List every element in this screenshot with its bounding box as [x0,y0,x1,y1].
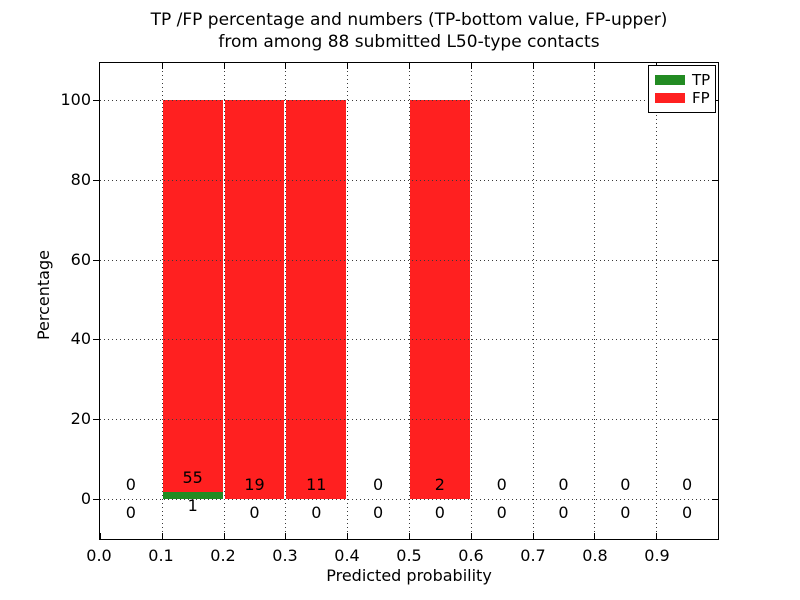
x-tick-label: 0.7 [520,546,546,565]
v-gridline [656,63,658,539]
plot-area: 0 0 55 1 19 0 11 0 0 0 2 0 0 0 0 0 0 0 0 0 TP FP [99,62,719,540]
x-tick-bottom [470,533,472,539]
fp-count-label: 0 [125,475,136,495]
x-tick-top [470,63,472,69]
fp-count-label: 0 [373,475,384,495]
fp-bar [162,100,223,492]
plot-canvas: 0 0 55 1 19 0 11 0 0 0 2 0 0 0 0 0 0 0 0 0 [100,63,718,539]
fp-bar [410,100,470,499]
tp-count-label: 0 [311,502,322,522]
chart-title-line1: TP /FP percentage and numbers (TP-bottom… [150,10,668,30]
chart-title-line2: from among 88 submitted L50-type contact… [218,32,600,52]
x-tick-top [161,63,163,69]
v-gridline [285,63,287,539]
x-tick-bottom [594,533,596,539]
fp-count-label: 55 [182,467,203,487]
tp-count-label: 0 [558,502,569,522]
x-tick-top [285,63,287,69]
x-tick-bottom [656,533,658,539]
x-tick-bottom [161,533,163,539]
y-axis-label: Percentage [34,250,53,341]
y-tick-left [93,259,99,261]
y-tick-label: 100 [60,90,91,109]
y-tick-left [93,179,99,181]
legend-item-fp: FP [655,89,710,107]
tp-count-label: 0 [434,502,445,522]
fp-bar [286,100,347,499]
y-tick-label: 60 [70,249,91,269]
x-tick-bottom [285,533,287,539]
y-tick-right [712,419,718,421]
fp-legend-swatch [655,93,685,103]
x-tick-top [409,63,410,69]
fp-legend-label: FP [692,89,710,107]
legend: TP FP [648,65,716,113]
y-tick-label: 40 [70,329,91,349]
y-tick-left [93,339,99,341]
tp-count-label: 0 [125,502,136,522]
y-tick-label: 80 [70,169,91,189]
x-tick-label: 0.3 [272,546,298,565]
tp-legend-label: TP [692,71,711,89]
x-tick-bottom [347,533,349,539]
x-tick-bottom [223,533,225,539]
tp-count-label: 0 [496,502,507,522]
x-tick-top [347,63,349,69]
x-tick-bottom [532,533,534,539]
y-tick-right [712,259,718,261]
v-gridline [409,63,410,539]
tp-bar [162,491,223,499]
v-gridline [347,63,349,539]
tp-count-label: 0 [249,502,260,522]
x-tick-top [594,63,596,69]
fp-count-label: 11 [306,475,327,495]
y-tick-left [93,499,99,500]
x-tick-top [223,63,225,69]
x-tick-label: 0.4 [334,546,360,565]
x-tick-label: 0.0 [86,546,112,565]
y-tick-right [712,179,718,181]
v-gridline [470,63,472,539]
tp-legend-swatch [655,75,685,85]
tp-count-label: 1 [187,495,198,515]
fp-count-label: 0 [558,475,569,495]
x-tick-top [532,63,534,69]
y-tick-label: 0 [80,489,91,508]
v-gridline [594,63,596,539]
x-tick-label: 0.8 [582,546,608,565]
fp-count-label: 0 [620,475,631,495]
y-tick-right [712,339,718,341]
chart-title: TP /FP percentage and numbers (TP-bottom… [99,9,719,53]
v-gridline [161,63,163,539]
x-tick-label: 0.9 [644,546,670,565]
tp-count-label: 0 [682,502,693,522]
tp-count-label: 0 [620,502,631,522]
fp-bar [224,100,285,499]
x-tick-bottom [100,533,101,539]
x-axis-label: Predicted probability [326,566,492,585]
x-tick-label: 0.6 [458,546,484,565]
fp-count-label: 0 [682,475,693,495]
fp-count-label: 0 [496,475,507,495]
tp-count-label: 0 [373,502,384,522]
y-tick-label: 20 [70,409,91,429]
fp-count-label: 19 [244,475,265,495]
x-tick-label: 0.1 [148,546,174,565]
x-tick-label: 0.2 [210,546,236,565]
y-tick-right [712,499,718,500]
fp-count-label: 2 [434,475,445,495]
y-tick-left [93,419,99,421]
legend-item-tp: TP [655,71,711,89]
y-tick-left [93,100,99,101]
x-tick-label: 0.5 [396,546,422,565]
v-gridline [532,63,534,539]
v-gridline [223,63,225,539]
x-tick-bottom [409,533,410,539]
